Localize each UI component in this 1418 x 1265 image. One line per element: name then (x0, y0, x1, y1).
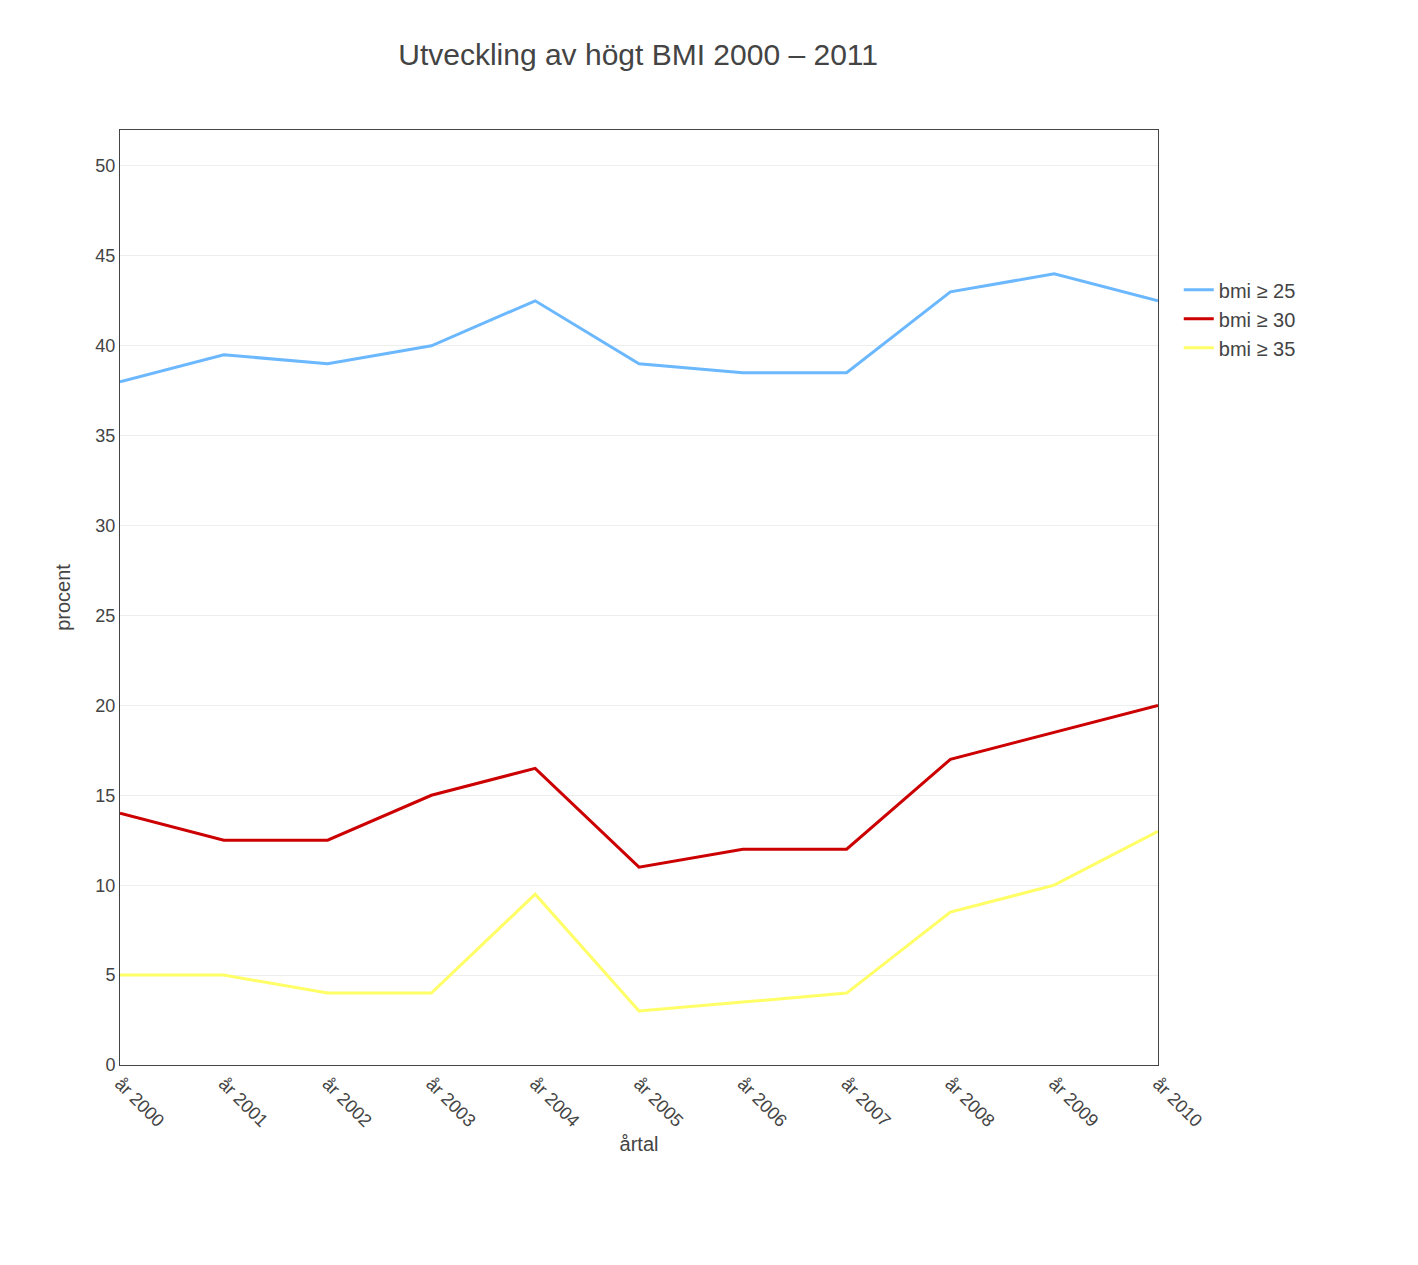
svg-text:år 2006: år 2006 (734, 1074, 791, 1131)
svg-text:20: 20 (95, 696, 115, 716)
svg-text:35: 35 (95, 426, 115, 446)
svg-text:Utveckling av högt BMI 2000 –: Utveckling av högt BMI 2000 – 2011 (398, 38, 878, 71)
svg-text:år 2007: år 2007 (837, 1074, 894, 1131)
svg-text:år 2010: år 2010 (1149, 1074, 1206, 1131)
svg-text:år 2000: år 2000 (111, 1074, 168, 1131)
svg-text:bmi ≥ 35: bmi ≥ 35 (1219, 338, 1296, 360)
svg-text:50: 50 (95, 156, 115, 176)
svg-text:15: 15 (95, 786, 115, 806)
svg-text:procent: procent (52, 564, 74, 631)
svg-text:år 2005: år 2005 (630, 1074, 687, 1131)
svg-text:5: 5 (105, 965, 115, 985)
svg-text:år 2009: år 2009 (1045, 1074, 1102, 1131)
svg-text:30: 30 (95, 516, 115, 536)
svg-text:40: 40 (95, 336, 115, 356)
svg-text:bmi ≥ 30: bmi ≥ 30 (1219, 309, 1296, 331)
svg-text:10: 10 (95, 875, 115, 895)
svg-text:år 2001: år 2001 (215, 1074, 272, 1131)
svg-text:25: 25 (95, 606, 115, 626)
svg-text:45: 45 (95, 246, 115, 266)
svg-text:år 2003: år 2003 (422, 1074, 479, 1131)
svg-text:0: 0 (105, 1055, 115, 1075)
svg-text:årtal: årtal (620, 1133, 659, 1155)
svg-text:år 2004: år 2004 (526, 1074, 583, 1131)
svg-text:år 2002: år 2002 (318, 1074, 375, 1131)
svg-text:bmi ≥ 25: bmi ≥ 25 (1219, 280, 1296, 302)
svg-text:år 2008: år 2008 (941, 1074, 998, 1131)
